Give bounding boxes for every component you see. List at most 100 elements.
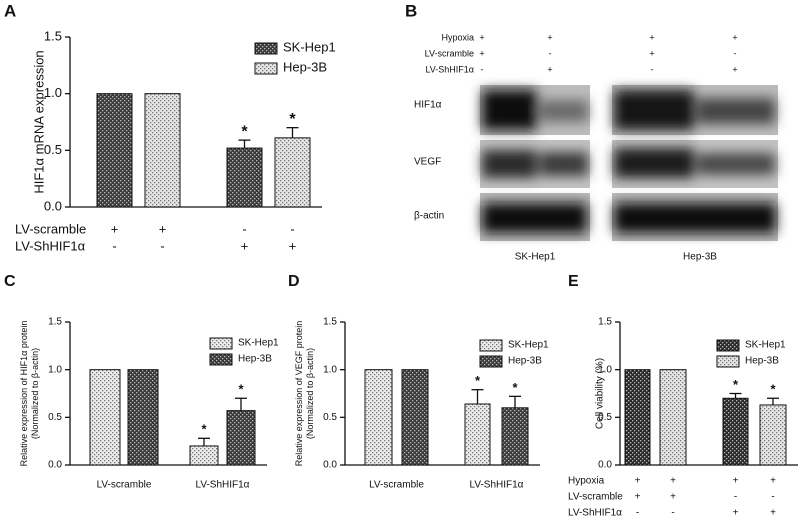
- y-tick-label: 1.5: [598, 317, 612, 328]
- bar: [226, 410, 256, 466]
- x-tick-label: LV-ShHIF1α: [470, 480, 524, 491]
- condition-mark: +: [289, 238, 297, 253]
- band: [482, 90, 537, 130]
- significance: *: [289, 111, 296, 128]
- y-tick-label: 1.5: [48, 317, 62, 328]
- y-tick-label: 0.5: [323, 412, 337, 423]
- band: [614, 90, 694, 130]
- y-tick-label: 0.5: [48, 412, 62, 423]
- bar: [189, 445, 219, 466]
- significance: *: [733, 377, 739, 392]
- condition-label: LV-scramble: [568, 492, 623, 503]
- significance: *: [770, 382, 776, 397]
- error-bar: [286, 127, 299, 138]
- y-tick-label: 0.0: [48, 460, 62, 471]
- error-bar: [767, 397, 779, 405]
- condition-mark: +: [770, 508, 776, 519]
- condition-label: LV-ShHIF1α: [425, 64, 474, 74]
- band: [614, 203, 776, 233]
- condition-mark: +: [732, 32, 737, 42]
- bar: [659, 369, 687, 466]
- condition-mark: +: [111, 221, 119, 236]
- bar: [364, 369, 393, 466]
- band: [482, 150, 537, 178]
- significance: *: [241, 123, 248, 140]
- condition-mark: +: [547, 32, 552, 42]
- condition-mark: -: [651, 64, 654, 74]
- legend-swatch: [209, 337, 233, 350]
- blot-row-label: VEGF: [414, 157, 441, 168]
- bar: [464, 403, 491, 466]
- legend-swatch: [479, 355, 503, 368]
- panel-label: E: [568, 273, 579, 290]
- bar: [96, 93, 133, 208]
- condition-label: LV-scramble: [15, 221, 86, 236]
- condition-mark: +: [649, 48, 654, 58]
- condition-label: LV-ShHIF1α: [15, 238, 86, 253]
- cell-line-label: Hep-3B: [683, 252, 717, 263]
- legend-swatch: [479, 339, 503, 352]
- cell-line-label: SK-Hep1: [515, 252, 556, 263]
- panel-label: A: [4, 1, 16, 20]
- legend-label: Hep-3B: [745, 356, 779, 367]
- y-axis-label: (Normalized to β-actin): [30, 348, 40, 439]
- significance: *: [201, 422, 207, 437]
- legend-label: SK-Hep1: [283, 39, 336, 54]
- condition-mark: +: [733, 476, 739, 487]
- error-bar: [198, 437, 210, 446]
- condition-mark: -: [112, 238, 116, 253]
- condition-label: LV-scramble: [425, 48, 474, 58]
- bar: [501, 407, 529, 466]
- panel-label: D: [288, 273, 300, 290]
- condition-mark: -: [290, 221, 294, 236]
- condition-mark: +: [635, 492, 641, 503]
- significance: *: [512, 380, 518, 395]
- x-tick-label: LV-scramble: [369, 480, 424, 491]
- y-tick-label: 1.0: [323, 364, 337, 375]
- band: [540, 100, 588, 122]
- y-axis-label: Cell viability (%): [595, 358, 606, 429]
- legend-label: Hep-3B: [508, 356, 542, 367]
- blot-row-label: β-actin: [414, 211, 444, 222]
- y-tick-label: 0.0: [323, 460, 337, 471]
- error-bar: [729, 392, 742, 399]
- error-bar: [235, 397, 247, 411]
- legend-swatch: [254, 42, 278, 55]
- y-tick-label: 0.5: [598, 412, 612, 423]
- condition-mark: +: [479, 32, 484, 42]
- legend-swatch: [209, 353, 233, 366]
- y-tick-label: 0.0: [44, 198, 62, 213]
- error-bar: [238, 139, 251, 149]
- legend-swatch: [716, 339, 740, 352]
- condition-mark: +: [241, 238, 249, 253]
- condition-mark: +: [479, 48, 484, 58]
- panel-label: C: [4, 273, 16, 290]
- x-tick-label: LV-ShHIF1α: [196, 480, 250, 491]
- y-tick-label: 0.0: [598, 460, 612, 471]
- condition-mark: -: [734, 492, 737, 503]
- error-bar: [509, 395, 521, 408]
- band: [540, 152, 588, 176]
- significance: *: [238, 382, 244, 397]
- bands: [482, 90, 776, 233]
- x-tick-label: LV-scramble: [97, 480, 152, 491]
- legend-label: Hep-3B: [283, 59, 327, 74]
- legend-swatch: [716, 355, 740, 368]
- y-axis-label: Relative expression of VEGF protein: [294, 321, 304, 467]
- y-tick-label: 1.5: [323, 317, 337, 328]
- condition-mark: +: [670, 476, 676, 487]
- y-tick-label: 1.5: [44, 28, 62, 43]
- band: [614, 148, 694, 178]
- legend-label: SK-Hep1: [508, 340, 549, 351]
- y-axis-label: (Normalized to β-actin): [305, 348, 315, 439]
- condition-mark: +: [733, 508, 739, 519]
- condition-mark: -: [771, 492, 774, 503]
- bar: [274, 137, 311, 208]
- condition-mark: +: [649, 32, 654, 42]
- legend-label: SK-Hep1: [745, 340, 786, 351]
- condition-mark: -: [734, 48, 737, 58]
- condition-label: Hypoxia: [441, 32, 474, 42]
- panel-label: B: [405, 1, 417, 20]
- y-tick-label: 0.5: [44, 142, 62, 157]
